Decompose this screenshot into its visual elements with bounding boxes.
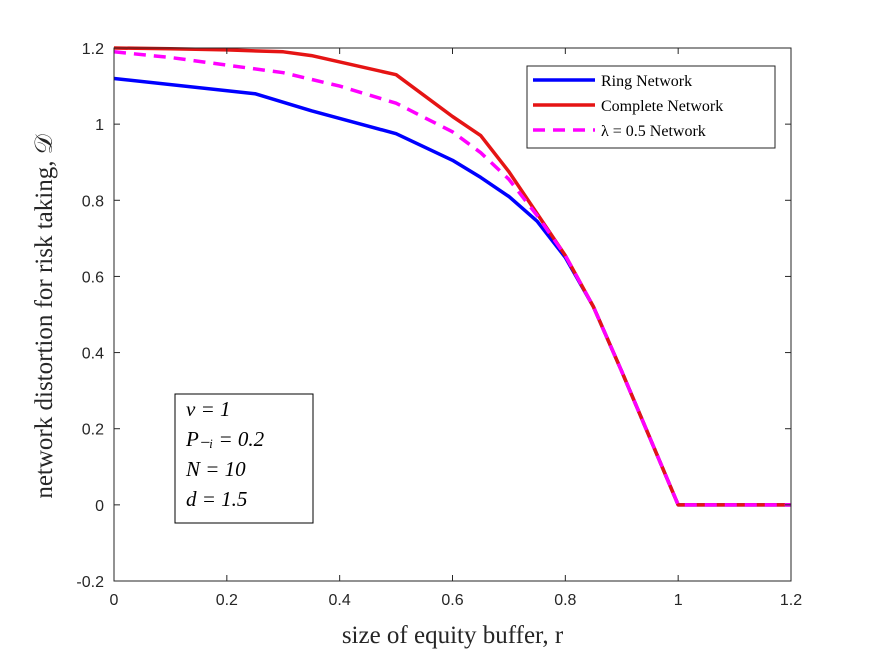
- x-tick-label: 0.8: [554, 592, 576, 609]
- x-tick-label: 1: [674, 592, 683, 609]
- annotation-line-1: v = 1: [186, 397, 231, 421]
- x-tick-label: 0.4: [329, 592, 351, 609]
- x-tick-label: 0.2: [216, 592, 238, 609]
- parameter-annotation: v = 1 P₋ᵢ = 0.2 N = 10 d = 1.5: [174, 393, 314, 524]
- y-tick-label: 1.2: [82, 41, 104, 58]
- series-layer: [113, 46, 791, 507]
- y-tick-label: 0.2: [82, 422, 104, 439]
- y-tick-label: 0.4: [82, 346, 104, 363]
- y-axis-title: network distortion for risk taking, 𝒟: [31, 134, 58, 498]
- annotation-line-2: P₋ᵢ = 0.2: [185, 427, 265, 451]
- y-tick-label: 0: [95, 498, 104, 515]
- annotation-line-3: N = 10: [185, 457, 246, 481]
- annotation-line-4: d = 1.5: [186, 487, 247, 511]
- legend-label-2: Complete Network: [601, 98, 723, 115]
- legend-label-1: Ring Network: [601, 73, 692, 90]
- ticks-layer: 0 0.2 0.4 0.6 0.8 1 1.2 -0.2 0 0.2 0.4 0.6 0.8 1 1.2: [76, 41, 802, 609]
- x-tick-label: 1.2: [780, 592, 802, 609]
- y-tick-label: 0.8: [82, 193, 104, 210]
- series-line-3: [113, 50, 791, 507]
- y-tick-label: -0.2: [76, 574, 104, 591]
- y-tick-label: 0.6: [82, 269, 104, 286]
- x-tick-label: 0.6: [441, 592, 463, 609]
- legend-label-3: λ = 0.5 Network: [601, 123, 706, 140]
- legend: Ring Network Complete Network λ = 0.5 Netw…: [526, 65, 776, 149]
- y-tick-label: 1: [95, 117, 104, 134]
- annotation-box: [174, 393, 314, 524]
- x-tick-label: 0: [110, 592, 119, 609]
- x-axis-title: size of equity buffer, r: [342, 622, 564, 649]
